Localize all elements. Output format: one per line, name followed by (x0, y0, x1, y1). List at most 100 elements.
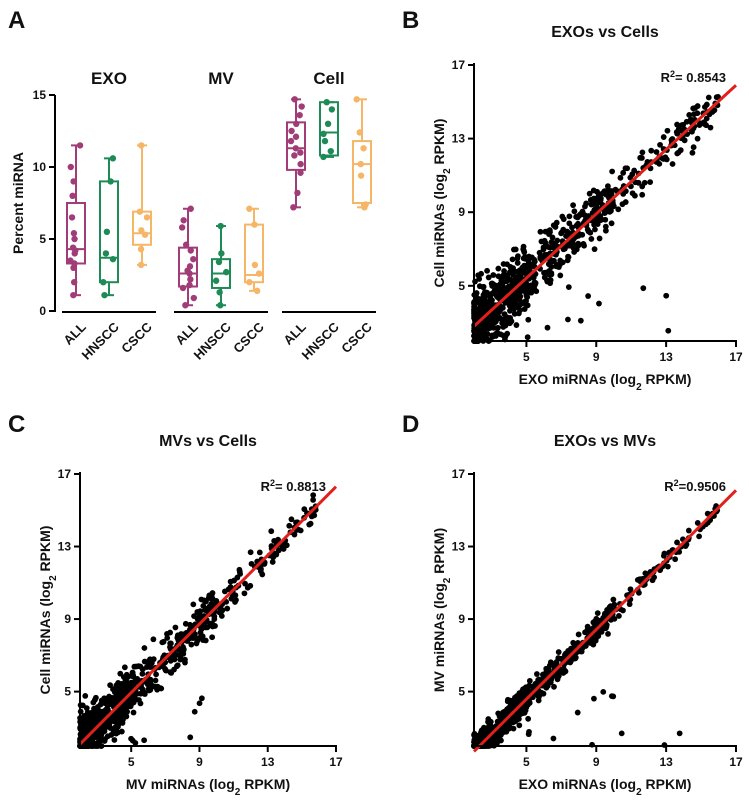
box-data-point (178, 224, 186, 231)
scatter-point (636, 589, 642, 596)
scatter-point (159, 639, 166, 646)
scatter-point (559, 213, 566, 220)
scatter-point (690, 105, 697, 112)
scatter-point (123, 713, 130, 720)
scatter-point (522, 255, 529, 262)
y-axis-label: Percent miRNA (10, 152, 26, 254)
x-tick-label: 5 (523, 350, 530, 364)
scatter-point (566, 220, 573, 227)
scatter-point (519, 284, 526, 291)
scatter-point (301, 506, 308, 513)
scatter-point (95, 707, 101, 713)
scatter-point (275, 536, 281, 543)
scatter-point (521, 306, 528, 312)
box-data-point (215, 258, 223, 266)
scatter-point (480, 327, 487, 334)
scatter-point (130, 696, 137, 703)
scatter-point (707, 124, 714, 131)
scatter-point (602, 227, 609, 234)
chart-title: MVs vs Cells (159, 433, 257, 450)
scatter-point (130, 709, 137, 716)
box-data-point (294, 189, 301, 197)
scatter-point (573, 222, 580, 229)
scatter-point (187, 734, 194, 741)
box-data-point (69, 244, 77, 251)
scatter-point (495, 273, 502, 280)
scatter-point (212, 623, 218, 629)
scatter-point (548, 239, 555, 245)
scatter-point (479, 296, 486, 303)
scatter-point (660, 134, 667, 140)
scatter-point (685, 527, 692, 534)
scatter-point (259, 571, 266, 578)
axis-label-text: EXO miRNAs (log (519, 776, 636, 792)
scatter-point (194, 609, 201, 615)
scatter-point (236, 566, 243, 573)
scatter-point (209, 590, 216, 596)
box-data-point (180, 217, 187, 224)
y-tick-label: 0 (39, 304, 46, 318)
scatter-point (675, 149, 682, 156)
scatter-point (694, 520, 701, 526)
scatter-point (525, 731, 532, 738)
r-squared-annotation: R2= 0.8813 (261, 478, 326, 494)
scatter-point (578, 648, 585, 655)
scatter-point (544, 228, 551, 235)
chart-title: EXOs vs Cells (551, 24, 659, 41)
scatter-point (514, 268, 521, 275)
scatter-point (588, 236, 595, 242)
scatter-point (141, 737, 148, 744)
scatter-point (701, 121, 708, 128)
scatter-point (241, 590, 248, 597)
scatter-point (617, 174, 624, 181)
scatter-point (495, 315, 501, 322)
box-data-point (291, 96, 298, 103)
axis-label-text: MV miRNAs (log (431, 583, 447, 692)
scatter-point (180, 644, 186, 650)
scatter-point (197, 629, 204, 636)
box-data-point (298, 103, 305, 110)
box-data-point (290, 204, 297, 211)
scatter-point (90, 699, 97, 706)
box-data-point (103, 228, 111, 235)
scatter-point (586, 190, 593, 197)
scatter-point (591, 246, 598, 253)
box-data-point (71, 235, 78, 243)
box-data-point (182, 302, 189, 309)
scatter-point (88, 740, 95, 747)
scatter-point (610, 693, 617, 700)
scatter-point (113, 682, 120, 689)
scatter-point (83, 705, 90, 712)
scatter-point (527, 262, 533, 269)
r-squared-value: = 0.8813 (275, 479, 326, 494)
scatter-point (640, 285, 647, 292)
box-data-point (246, 279, 253, 286)
scatter-point (711, 107, 718, 114)
box-cscc: CSCC (118, 142, 155, 356)
scatter-point (588, 201, 595, 208)
scatter-point (501, 273, 508, 279)
scatter-point (502, 728, 509, 735)
category-label: HNSCC (79, 319, 123, 363)
box-data-point (68, 214, 76, 221)
scatter-point (115, 721, 122, 728)
scatter-point (516, 690, 523, 696)
scatter-point (106, 693, 112, 700)
scatter-point (504, 319, 511, 326)
scatter-point (174, 632, 181, 639)
scatter-point (174, 651, 181, 658)
scatter-point (664, 127, 671, 134)
scatter-point (629, 190, 636, 197)
scatter-point (521, 262, 528, 269)
scatter-point (487, 718, 494, 725)
axis-label-unit: RPKM) (431, 528, 447, 578)
scatter-point (511, 310, 518, 317)
scatter-point (187, 621, 193, 628)
box-data-point (136, 208, 144, 215)
scatter-point (198, 596, 205, 603)
box-data-point (321, 137, 329, 145)
scatter-point (497, 737, 504, 744)
axis-label-unit: RPKM) (37, 526, 53, 576)
scatter-point (224, 605, 231, 612)
